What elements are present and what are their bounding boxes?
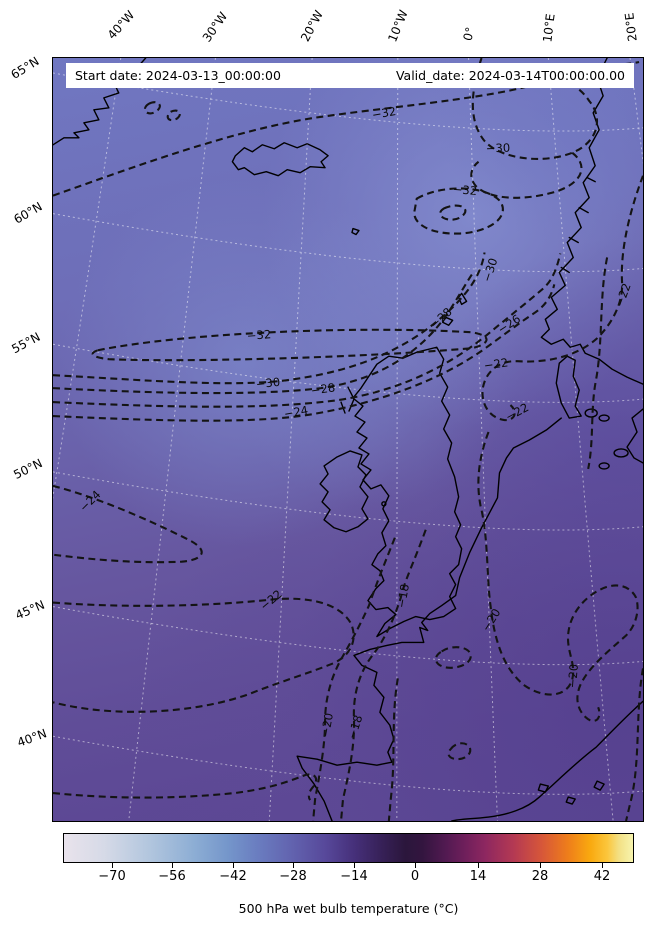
island: [598, 462, 610, 470]
contour-label: −20: [564, 663, 582, 689]
contour-label: −30: [255, 374, 281, 392]
colorbar-tick: [172, 863, 173, 868]
colorbar-tick-label: 14: [469, 869, 487, 884]
island: [598, 414, 610, 422]
island: [593, 780, 605, 791]
lon-tick-label: 0°: [460, 25, 478, 43]
lon-tick-label: 30°W: [199, 9, 231, 45]
coast-norway: [540, 58, 643, 385]
colorbar-tick: [540, 863, 541, 868]
coast-faroe: [351, 227, 360, 236]
map-plot: [53, 58, 643, 821]
coastlines: [53, 58, 643, 821]
colorbar-tick-label: −56: [158, 869, 186, 884]
coast-great-britain: [352, 346, 463, 638]
contour-label: −32: [452, 181, 478, 199]
lon-tick-label: 20°E: [622, 11, 640, 43]
coast-baltic: [626, 408, 643, 464]
colorbar-tick: [478, 863, 479, 868]
island: [537, 783, 550, 793]
colorbar-tick-label: 28: [531, 869, 549, 884]
colorbar-tick-label: −42: [219, 869, 247, 884]
colorbar-tick: [112, 863, 113, 868]
colorbar-tick: [354, 863, 355, 868]
lat-tick-label: 60°N: [11, 199, 45, 227]
lon-tick-label: 10°E: [540, 12, 558, 44]
lon-tick-label: 10°W: [385, 8, 411, 44]
contour-lines: [53, 58, 643, 821]
coast-orkney: [441, 316, 454, 326]
colorbar-tick-label: 42: [593, 869, 611, 884]
colorbar-tick: [233, 863, 234, 868]
valid-date-text: Valid_date: 2024-03-14T00:00:00.00: [395, 68, 625, 83]
lon-tick-label: 20°W: [298, 8, 326, 44]
lat-tick-label: 45°N: [13, 597, 47, 623]
colorbar-tick-label: −28: [279, 869, 307, 884]
start-date-text: Start date: 2024-03-13_00:00:00: [75, 68, 281, 83]
contour-label: −32: [246, 327, 272, 343]
coast-mediterranean: [450, 700, 643, 821]
island: [584, 408, 598, 418]
colorbar-tick-label: 0: [410, 869, 420, 884]
coast-ireland: [319, 450, 369, 533]
lat-tick-label: 65°N: [8, 54, 42, 82]
coast-iceland: [231, 142, 329, 177]
coast-continent: [296, 417, 562, 821]
temperature-fill: [53, 58, 643, 821]
map-canvas: −32 −30 −32 −30 −28 −26 −22 −22 −32 −30 …: [52, 57, 644, 822]
island: [613, 448, 629, 458]
isle-of-man: [381, 501, 387, 507]
colorbar-tick: [602, 863, 603, 868]
island: [565, 796, 576, 805]
contour-label: −30: [485, 140, 511, 156]
colorbar-tick-label: −70: [98, 869, 126, 884]
lon-tick-label: 40°W: [104, 8, 138, 42]
lat-tick-label: 40°N: [15, 726, 49, 750]
coast-denmark: [555, 355, 582, 419]
date-header-bar: Start date: 2024-03-13_00:00:00 Valid_da…: [66, 63, 634, 88]
colorbar-tick-label: −14: [340, 869, 368, 884]
colorbar-tick: [293, 863, 294, 868]
coast-fjords: [560, 176, 596, 274]
colorbar-title: 500 hPa wet bulb temperature (°C): [238, 901, 459, 916]
lat-tick-label: 50°N: [11, 456, 45, 482]
colorbar: [63, 833, 634, 863]
colorbar-tick: [415, 863, 416, 868]
lat-tick-label: 55°N: [9, 329, 43, 357]
